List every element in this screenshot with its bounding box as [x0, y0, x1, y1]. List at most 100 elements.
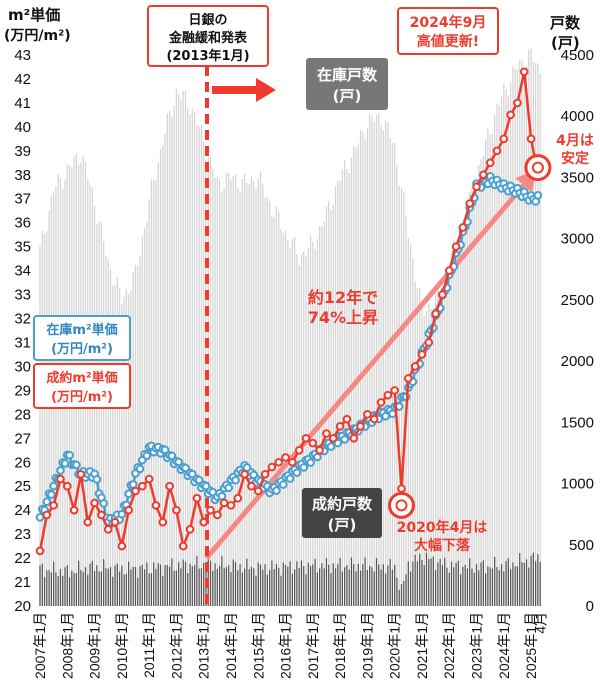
contract-bar: [380, 569, 382, 606]
contract-bar: [191, 566, 193, 606]
left-tick-label: 38: [14, 167, 31, 184]
inventory-bar: [182, 90, 184, 606]
inventory-bar: [291, 239, 293, 606]
inventory-bar: [382, 130, 384, 607]
contract-bar: [459, 574, 462, 606]
right-tick-label: 4000: [561, 108, 594, 125]
right-tick-label: 2000: [561, 353, 594, 370]
x-tick-label: 2014年1月: [223, 612, 239, 679]
inventory-bar: [350, 157, 353, 606]
contract-bar: [423, 565, 425, 606]
contract-price-point: [451, 242, 461, 251]
contract-bar: [391, 569, 394, 606]
contract-bar: [59, 569, 62, 606]
inventory-bar: [334, 186, 337, 606]
contract-bar: [237, 570, 239, 606]
contract-bar: [275, 563, 278, 606]
contract-price-point: [492, 146, 502, 156]
x-tick-label: 2019年1月: [359, 612, 375, 679]
contract-bar: [214, 563, 216, 606]
inventory-bar: [166, 113, 168, 606]
contract-bar: [212, 571, 214, 606]
inventory-bar: [178, 94, 180, 606]
contract-price-point: [206, 505, 215, 515]
inventory-bar: [139, 256, 141, 606]
left-tick-label: 43: [14, 47, 31, 64]
inventory-price-point: [326, 442, 336, 451]
contract-bar: [66, 565, 68, 606]
contract-bar: [221, 556, 223, 606]
contract-bar: [489, 567, 491, 606]
contract-bar: [223, 568, 225, 606]
inventory-bar: [259, 171, 262, 607]
contract-price-point: [49, 501, 58, 510]
inventory-price-point: [60, 459, 70, 468]
inventory-bar: [250, 176, 253, 606]
covid-drop-marker-inner: [395, 499, 408, 512]
contract-price-point: [192, 493, 202, 503]
inventory-bar: [503, 83, 505, 606]
contract-bar: [523, 562, 525, 606]
inventory-price-point: [388, 409, 397, 419]
contract-price-series: [35, 67, 543, 556]
inventory-bar: [237, 187, 239, 606]
contract-price-point: [417, 350, 427, 359]
inventory-bar: [316, 239, 318, 606]
contract-bar: [332, 563, 334, 606]
contract-price-legend-line1: 成約m²単価: [46, 370, 117, 386]
contract-bar: [491, 568, 494, 606]
inventory-bar: [107, 259, 109, 606]
inventory-bar: [287, 239, 289, 606]
inventory-bar: [319, 225, 321, 606]
inventory-bar: [191, 108, 193, 606]
contract-bar: [405, 574, 407, 606]
left-tick-label: 25: [14, 478, 31, 495]
contract-price-point: [69, 505, 79, 515]
inventory-bar: [525, 66, 528, 606]
inventory-bar: [462, 222, 464, 607]
contract-price-point: [62, 481, 72, 491]
contract-price-point: [472, 182, 481, 192]
trend-label-line2: 74%上昇: [308, 308, 378, 327]
contract-bar: [428, 558, 430, 606]
contract-price-point: [356, 422, 365, 431]
contract-price-point: [376, 398, 386, 407]
inventory-count-label-line1: 在庫戸数: [317, 66, 378, 84]
inventory-bar: [489, 134, 491, 607]
contract-bar: [146, 562, 148, 606]
inventory-price-point: [49, 481, 58, 491]
x-tick-label: 2012年1月: [168, 612, 184, 679]
contract-bar: [280, 575, 282, 606]
contract-bar: [241, 572, 243, 606]
contract-bar: [121, 565, 123, 606]
inventory-bar: [264, 197, 266, 606]
inventory-bar: [487, 128, 489, 606]
boj-annotation-line2: 金融緩和発表: [168, 30, 248, 46]
contract-bar: [62, 575, 64, 606]
inventory-bar: [162, 145, 164, 606]
inventory-price-point: [142, 451, 152, 461]
inventory-bar: [39, 246, 41, 606]
contract-bar: [325, 558, 328, 606]
inventory-bar: [514, 68, 516, 606]
inventory-bar: [421, 305, 423, 606]
inventory-bar: [157, 162, 159, 606]
contract-price-legend-line2: (万円/m²): [51, 390, 113, 405]
contract-price-point: [281, 453, 290, 462]
inventory-bar: [218, 179, 221, 607]
inventory-bar: [312, 241, 314, 606]
contract-bar: [130, 569, 132, 606]
inventory-bar: [396, 165, 398, 606]
contract-bar: [300, 560, 303, 606]
contract-bar: [57, 576, 59, 606]
contract-bar: [134, 566, 137, 606]
left-axis-title: m²単価: [8, 6, 60, 24]
contract-bar: [344, 567, 346, 606]
inventory-bar: [243, 173, 246, 607]
inventory-bar: [271, 216, 273, 606]
contract-bar: [480, 562, 482, 606]
contract-price-point: [110, 517, 120, 527]
contract-bar: [478, 570, 480, 606]
contract-bar: [514, 566, 516, 606]
contract-price-point: [444, 266, 454, 275]
